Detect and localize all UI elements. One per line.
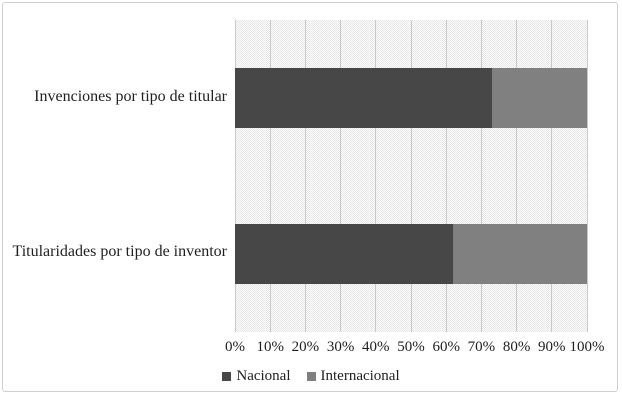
legend-marker-internacional-icon bbox=[306, 371, 316, 381]
legend-item-internacional: Internacional bbox=[306, 367, 400, 385]
gridline bbox=[516, 20, 518, 332]
gridline bbox=[234, 20, 236, 332]
bar-row bbox=[235, 68, 587, 128]
gridline bbox=[445, 20, 447, 332]
x-axis-tick-labels: 0% 10% 20% 30% 40% 50% 60% 70% 80% 90% 100% bbox=[225, 339, 605, 359]
gridline bbox=[375, 20, 377, 332]
x-tick-label: 60% bbox=[432, 339, 460, 355]
legend-marker-nacional-icon bbox=[222, 371, 232, 381]
x-tick-label: 40% bbox=[362, 339, 390, 355]
x-tick-label: 0% bbox=[225, 339, 245, 355]
gridline bbox=[304, 20, 306, 332]
x-tick-label: 10% bbox=[256, 339, 284, 355]
legend-item-nacional: Nacional bbox=[222, 367, 291, 385]
gridline bbox=[586, 20, 588, 332]
gridline bbox=[410, 20, 412, 332]
legend-label-internacional: Internacional bbox=[320, 367, 400, 384]
x-tick-label: 30% bbox=[326, 339, 355, 355]
gridline bbox=[551, 20, 553, 332]
plot-area bbox=[234, 20, 588, 332]
x-tick-label: 50% bbox=[397, 339, 425, 355]
gridline bbox=[340, 20, 342, 332]
gridline bbox=[480, 20, 482, 332]
x-tick-label: 90% bbox=[538, 339, 566, 355]
category-label-titularidades: Titularidades por tipo de inventor bbox=[12, 243, 228, 260]
x-tick-label: 80% bbox=[502, 339, 531, 355]
x-tick-label: 70% bbox=[467, 339, 496, 355]
category-label-invenciones: Invenciones por tipo de titular bbox=[34, 88, 227, 105]
bar-segment-nacional bbox=[235, 68, 492, 128]
x-tick-label: 100% bbox=[569, 339, 605, 355]
bar-segment-internacional bbox=[453, 224, 587, 284]
bar-segment-internacional bbox=[491, 68, 587, 128]
x-tick-label: 20% bbox=[291, 339, 320, 355]
legend: Nacional Internacional bbox=[0, 366, 622, 386]
bar-segment-nacional bbox=[235, 224, 454, 284]
legend-label-nacional: Nacional bbox=[236, 367, 291, 384]
gridline bbox=[269, 20, 271, 332]
bar-row bbox=[235, 224, 587, 284]
